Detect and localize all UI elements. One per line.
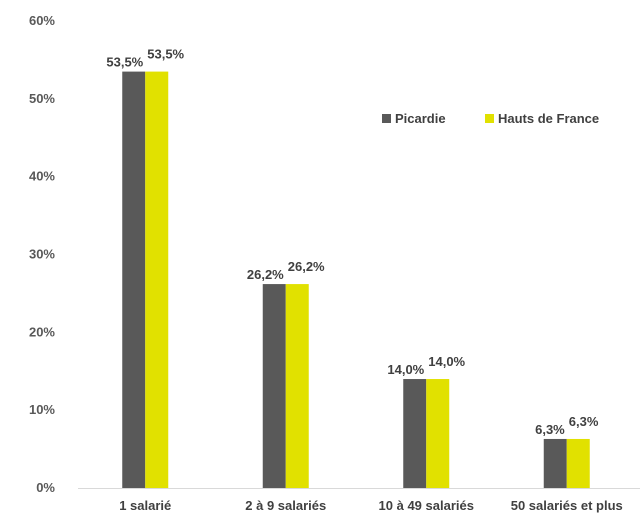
y-tick-label: 40% xyxy=(29,169,55,184)
data-label: 6,3% xyxy=(569,414,599,429)
bar-picardie xyxy=(262,284,286,488)
legend-swatch xyxy=(382,114,391,123)
y-axis: 0% 10% 20% 30% 40% 50% 60% xyxy=(29,13,55,495)
legend-swatch xyxy=(485,114,494,123)
data-labels-group: 53,5% 53,5% 26,2% 26,2% 14,0% 14,0% 6,3% 6,3% xyxy=(106,47,598,437)
data-label: 26,2% xyxy=(288,259,325,274)
bar-hauts-de-france xyxy=(566,438,590,488)
bars-group xyxy=(122,71,590,488)
y-tick-label: 20% xyxy=(29,324,55,339)
category-label: 50 salariés et plus xyxy=(511,498,623,513)
bar-picardie xyxy=(122,71,146,488)
category-label: 1 salarié xyxy=(119,498,171,513)
data-label: 53,5% xyxy=(106,55,143,70)
legend: Picardie Hauts de France xyxy=(382,111,599,126)
data-label: 14,0% xyxy=(387,362,424,377)
bar-hauts-de-france xyxy=(285,284,309,488)
y-tick-label: 50% xyxy=(29,91,55,106)
y-tick-label: 60% xyxy=(29,13,55,28)
data-label: 26,2% xyxy=(247,267,284,282)
legend-label: Picardie xyxy=(395,111,446,126)
y-tick-label: 10% xyxy=(29,402,55,417)
data-label: 53,5% xyxy=(147,47,184,62)
bar-hauts-de-france xyxy=(145,71,169,488)
bar-picardie xyxy=(543,438,567,488)
data-label: 14,0% xyxy=(428,354,465,369)
bar-picardie xyxy=(403,379,427,488)
legend-label: Hauts de France xyxy=(498,111,599,126)
data-label: 6,3% xyxy=(535,422,565,437)
y-tick-label: 30% xyxy=(29,247,55,262)
y-tick-label: 0% xyxy=(36,480,55,495)
x-axis: 1 salarié 2 à 9 salariés 10 à 49 salariés 5… xyxy=(119,498,623,513)
bar-hauts-de-france xyxy=(426,379,450,488)
category-label: 10 à 49 salariés xyxy=(379,498,474,513)
category-label: 2 à 9 salariés xyxy=(245,498,326,513)
